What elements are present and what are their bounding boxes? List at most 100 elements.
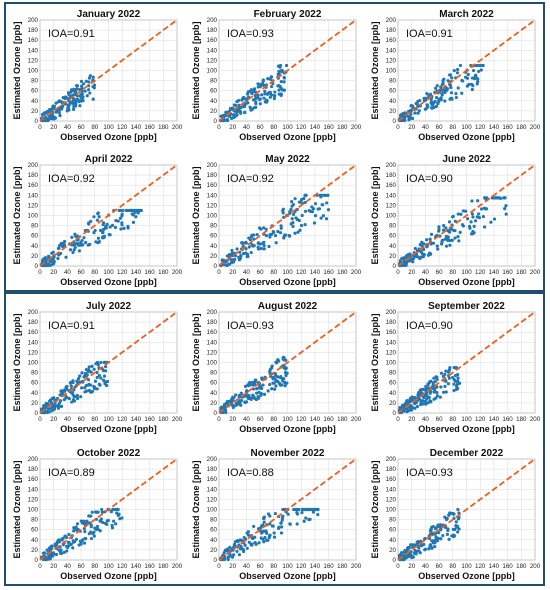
data-point	[274, 241, 278, 245]
x-tick-label: 180	[337, 563, 348, 570]
data-point	[246, 395, 250, 399]
data-point	[422, 395, 426, 400]
y-tick-label: 40	[389, 243, 396, 250]
data-point	[63, 534, 68, 538]
data-point	[416, 111, 420, 115]
x-tick-label: 200	[351, 124, 362, 131]
y-tick-label: 120	[207, 349, 218, 356]
data-point	[99, 360, 103, 365]
data-point	[295, 522, 299, 526]
y-tick-label: 20	[210, 547, 217, 554]
y-tick-label: 180	[28, 466, 39, 473]
data-point	[96, 212, 100, 216]
data-point	[250, 543, 254, 547]
x-tick-label: 120	[296, 563, 307, 570]
x-tick-label: 80	[91, 563, 98, 570]
data-point	[466, 72, 470, 77]
data-point	[257, 541, 261, 545]
data-point	[458, 63, 463, 68]
data-point	[460, 78, 464, 83]
data-point	[249, 88, 253, 92]
y-tick-label: 160	[207, 329, 218, 336]
y-tick-label: 80	[210, 78, 217, 85]
x-tick-label: 100	[103, 124, 114, 131]
data-point	[425, 92, 429, 96]
data-point	[42, 256, 46, 261]
x-tick-label: 0	[38, 563, 42, 570]
data-point	[128, 208, 132, 213]
data-point	[282, 236, 286, 240]
y-tick-label: 0	[214, 557, 218, 564]
y-tick-label: 200	[207, 456, 218, 463]
data-point	[79, 79, 84, 83]
data-point	[113, 225, 118, 230]
data-point	[254, 387, 259, 391]
data-point	[92, 534, 96, 538]
y-tick-label: 100	[386, 68, 397, 75]
x-tick-label: 100	[103, 563, 114, 570]
data-point	[220, 258, 224, 262]
data-point	[251, 383, 255, 387]
data-point	[61, 104, 65, 108]
data-point	[139, 208, 143, 213]
data-point	[279, 86, 283, 90]
x-tick-label: 100	[461, 416, 472, 423]
panel-december-2022: 0020204040606080801001001201201401401601…	[370, 448, 541, 581]
data-point	[443, 372, 447, 377]
data-point	[72, 87, 76, 91]
one-to-one-line	[218, 19, 357, 122]
data-point	[407, 408, 411, 412]
data-point	[308, 209, 313, 213]
data-point	[124, 208, 128, 213]
panel-september-2022: 0020204040606080801001001201201401401601…	[370, 301, 541, 434]
data-point	[477, 63, 481, 68]
data-point	[222, 114, 227, 118]
data-point	[432, 376, 436, 380]
y-tick-label: 80	[31, 78, 38, 85]
data-point	[58, 393, 62, 397]
y-tick-label: 40	[210, 243, 217, 250]
data-point	[74, 98, 78, 103]
x-axis-label: Observed Ozone [ppb]	[60, 132, 157, 142]
data-point	[429, 545, 433, 549]
data-point	[267, 244, 271, 249]
data-point	[290, 217, 294, 221]
y-tick-label: 160	[28, 182, 39, 189]
data-point	[422, 542, 426, 547]
data-point	[482, 225, 487, 229]
data-point	[276, 84, 280, 88]
panel-april-2022: 0020204040606080801001001201201401401601…	[12, 154, 183, 287]
x-tick-label: 180	[516, 269, 527, 276]
data-point	[73, 245, 77, 249]
data-point	[278, 231, 283, 235]
data-point	[454, 520, 458, 524]
data-point	[277, 69, 281, 74]
data-point	[75, 522, 80, 526]
y-tick-label: 60	[210, 380, 217, 387]
data-point	[268, 382, 272, 387]
x-tick-label: 60	[436, 563, 443, 570]
y-tick-label: 0	[214, 410, 218, 417]
y-tick-label: 120	[386, 202, 397, 209]
one-to-one-line	[397, 311, 536, 414]
data-point	[422, 96, 426, 100]
data-point	[237, 393, 241, 397]
data-point	[261, 78, 265, 82]
data-point	[437, 229, 441, 233]
data-point	[116, 513, 120, 517]
data-point	[264, 234, 269, 238]
data-point	[302, 519, 306, 523]
y-tick-label: 80	[389, 517, 396, 524]
x-tick-label: 100	[103, 269, 114, 276]
one-to-one-line	[397, 458, 536, 561]
x-tick-label: 180	[516, 416, 527, 423]
x-tick-label: 100	[282, 124, 293, 131]
data-point	[88, 91, 92, 95]
panel-november-2022: 0020204040606080801001001201201401401601…	[191, 448, 362, 581]
data-point	[237, 553, 241, 557]
y-tick-label: 60	[210, 233, 217, 240]
data-point	[233, 404, 237, 408]
x-tick-label: 60	[436, 124, 443, 131]
x-tick-label: 180	[158, 416, 169, 423]
x-tick-label: 120	[475, 563, 486, 570]
